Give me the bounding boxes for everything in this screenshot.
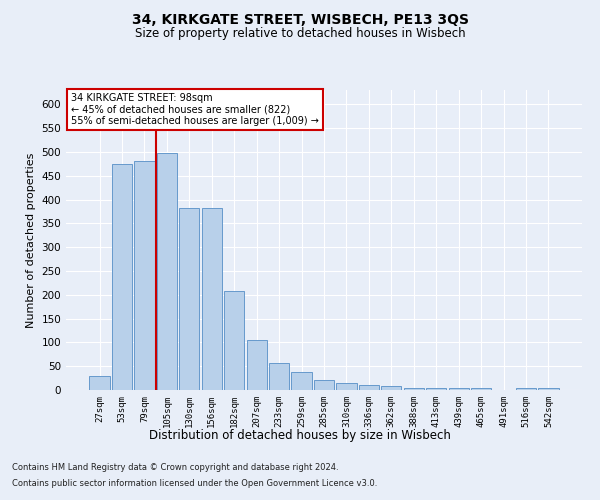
Bar — [292, 372, 311, 390]
Bar — [179, 208, 199, 390]
Bar — [247, 340, 267, 390]
Bar — [337, 384, 356, 390]
Bar — [538, 388, 559, 390]
Bar — [269, 363, 289, 390]
Text: 34, KIRKGATE STREET, WISBECH, PE13 3QS: 34, KIRKGATE STREET, WISBECH, PE13 3QS — [131, 12, 469, 26]
Bar — [359, 385, 379, 390]
Text: Size of property relative to detached houses in Wisbech: Size of property relative to detached ho… — [134, 28, 466, 40]
Bar — [449, 388, 469, 390]
Bar — [157, 154, 177, 390]
Bar — [471, 388, 491, 390]
Text: 34 KIRKGATE STREET: 98sqm
← 45% of detached houses are smaller (822)
55% of semi: 34 KIRKGATE STREET: 98sqm ← 45% of detac… — [71, 93, 319, 126]
Text: Distribution of detached houses by size in Wisbech: Distribution of detached houses by size … — [149, 428, 451, 442]
Bar — [89, 376, 110, 390]
Bar — [134, 162, 155, 390]
Bar — [202, 208, 222, 390]
Bar — [404, 388, 424, 390]
Bar — [112, 164, 132, 390]
Bar — [426, 388, 446, 390]
Text: Contains public sector information licensed under the Open Government Licence v3: Contains public sector information licen… — [12, 478, 377, 488]
Bar — [516, 388, 536, 390]
Bar — [381, 386, 401, 390]
Bar — [314, 380, 334, 390]
Text: Contains HM Land Registry data © Crown copyright and database right 2024.: Contains HM Land Registry data © Crown c… — [12, 464, 338, 472]
Bar — [224, 291, 244, 390]
Y-axis label: Number of detached properties: Number of detached properties — [26, 152, 36, 328]
